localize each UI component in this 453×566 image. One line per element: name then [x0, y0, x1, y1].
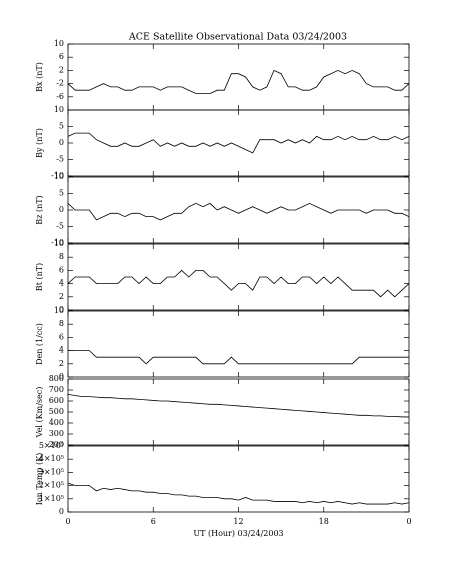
- y-tick-label: 5×10⁵: [39, 441, 64, 450]
- x-tick-label: 6: [151, 517, 156, 526]
- data-line: [67, 132, 410, 154]
- y-tick-label: 600: [49, 396, 64, 405]
- y-tick-label: 8: [59, 319, 64, 328]
- y-tick-label: -6: [56, 92, 64, 101]
- y-tick-label: 0: [59, 507, 64, 516]
- y-tick-label: -5: [56, 222, 64, 231]
- y-tick-label: 4×10⁵: [39, 454, 64, 463]
- y-tick-label: 400: [49, 418, 64, 427]
- y-axis-label: Ion Temp (K): [35, 453, 44, 506]
- y-tick-label: -5: [56, 155, 64, 164]
- y-tick-label: 6: [59, 52, 64, 61]
- y-axis-label: Vel (Km/sec): [35, 387, 44, 439]
- y-tick-label: 500: [49, 407, 64, 416]
- y-tick-label: 300: [49, 429, 64, 438]
- y-tick-label: 2: [59, 292, 64, 301]
- y-tick-label: 0: [59, 305, 64, 314]
- data-line: [67, 269, 410, 298]
- y-tick-label: 6: [59, 332, 64, 341]
- y-tick-label: -2: [56, 79, 64, 88]
- y-axis-label: Bz (nT): [35, 195, 44, 224]
- y-tick-label: 0: [59, 138, 64, 147]
- x-tick-label: 18: [319, 517, 329, 526]
- y-axis-label: Den (1/cc): [35, 323, 44, 365]
- y-tick-label: 3×10⁵: [39, 467, 64, 476]
- y-tick-label: 0: [59, 205, 64, 214]
- y-tick-label: 800: [49, 374, 64, 383]
- y-tick-label: 4: [59, 346, 64, 355]
- x-tick-label: 0: [65, 517, 70, 526]
- data-line: [68, 350, 409, 365]
- y-tick-label: 8: [59, 252, 64, 261]
- x-tick-label: 0: [406, 517, 411, 526]
- y-tick-label: 2: [59, 65, 64, 74]
- y-tick-label: 200: [49, 440, 64, 449]
- y-tick-label: 2×10⁵: [39, 481, 64, 490]
- y-tick-label: 10: [54, 105, 64, 114]
- y-tick-label: 2: [59, 359, 64, 368]
- y-tick-label: 4: [59, 279, 64, 288]
- y-tick-label: -10: [51, 238, 64, 247]
- y-tick-label: 1×10⁵: [39, 494, 64, 503]
- y-tick-label: 700: [49, 385, 64, 394]
- y-tick-label: 5: [59, 189, 64, 198]
- y-tick-label: 10: [54, 239, 64, 248]
- y-tick-label: -10: [51, 171, 64, 180]
- x-tick-label: 12: [233, 517, 243, 526]
- data-line: [67, 482, 410, 505]
- y-tick-label: 10: [54, 306, 64, 315]
- y-tick-label: 10: [54, 39, 64, 48]
- data-line: [67, 69, 410, 94]
- y-tick-label: 6: [59, 265, 64, 274]
- data-line: [67, 394, 409, 418]
- y-axis-label: By (nT): [35, 128, 44, 158]
- y-tick-label: 5: [59, 122, 64, 131]
- y-axis-label: Bx (nT): [35, 62, 44, 92]
- data-line: [67, 202, 410, 221]
- y-tick-label: 10: [54, 172, 64, 181]
- y-axis-label: Bt (nT): [35, 263, 44, 291]
- chart-title: ACE Satellite Observational Data 03/24/2…: [128, 32, 347, 43]
- y-tick-label: 0: [59, 372, 64, 381]
- x-axis-label: UT (Hour) 03/24/2003: [193, 529, 283, 538]
